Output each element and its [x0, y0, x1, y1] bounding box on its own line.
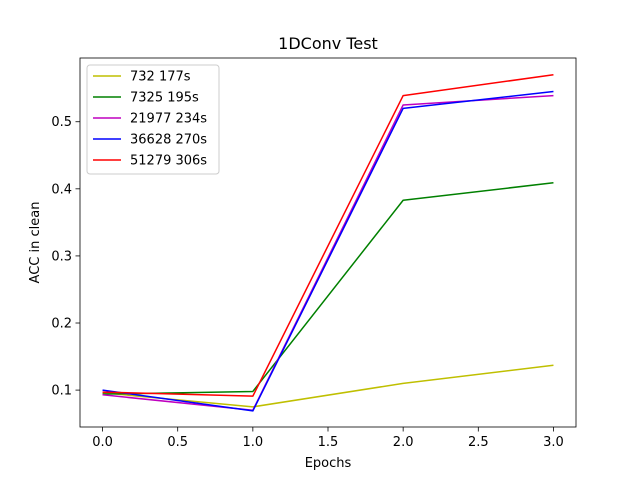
- y-tick-label: 0.5: [51, 115, 72, 130]
- y-tick-label: 0.1: [51, 384, 72, 399]
- series-layer: [102, 74, 554, 412]
- legend-label-5: 51279 306s: [130, 154, 207, 169]
- x-axis-ticks: 0.0 0.5 1.0 1.5 2.0 2.5 3.0: [92, 427, 564, 450]
- legend-label-4: 36628 270s: [130, 133, 207, 148]
- legend-items: 732 177s 7325 195s 21977 234s 36628 270s 512…: [93, 70, 207, 169]
- legend-label-2: 7325 195s: [130, 91, 199, 106]
- y-tick-label: 0.4: [51, 182, 72, 197]
- y-axis-label: ACC in clean: [28, 202, 43, 284]
- series-line-5: [102, 74, 554, 397]
- series-line-4: [102, 90, 554, 412]
- y-tick-label: 0.2: [51, 317, 72, 332]
- x-tick-label: 1.0: [243, 435, 264, 450]
- legend-label-3: 21977 234s: [130, 112, 207, 127]
- x-tick-label: 3.0: [543, 435, 564, 450]
- x-tick-label: 2.5: [468, 435, 489, 450]
- x-axis-label: Epochs: [305, 456, 352, 471]
- x-tick-label: 0.5: [167, 435, 188, 450]
- legend: 732 177s 7325 195s 21977 234s 36628 270s 512…: [86, 64, 220, 175]
- y-axis-ticks: 0.1 0.2 0.3 0.4 0.5: [51, 115, 80, 399]
- legend-box: [86, 64, 220, 175]
- chart-title: 1DConv Test: [278, 34, 378, 53]
- x-tick-label: 1.5: [318, 435, 339, 450]
- x-tick-label: 0.0: [92, 435, 113, 450]
- legend-label-1: 732 177s: [130, 70, 191, 85]
- x-tick-label: 2.0: [393, 435, 414, 450]
- y-tick-label: 0.3: [51, 249, 72, 264]
- series-line-2: [102, 182, 554, 395]
